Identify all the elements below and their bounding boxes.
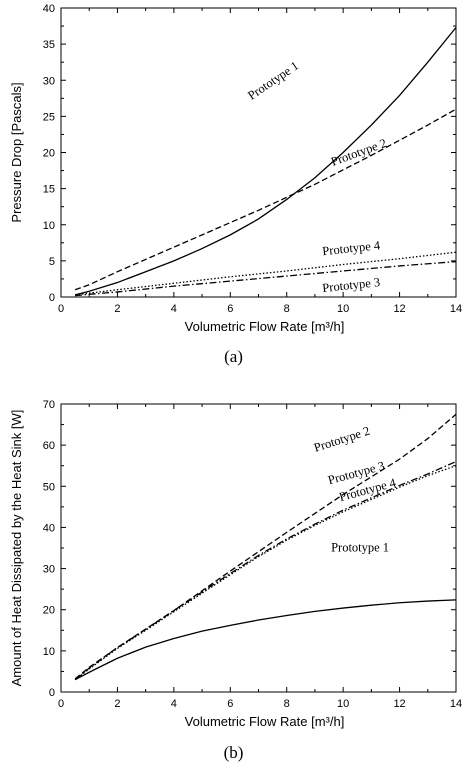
series-label-prototype-3: Prototype 3 — [322, 275, 381, 295]
series-line-prototype-1 — [74, 599, 457, 681]
y-tick-label: 15 — [43, 184, 55, 196]
y-tick-label: 35 — [43, 39, 55, 51]
y-tick-label: 20 — [43, 148, 55, 160]
series-label-prototype-1: Prototype 1 — [331, 540, 389, 554]
x-tick-label: 10 — [337, 303, 349, 315]
series-line-prototype-2 — [74, 108, 457, 291]
series-line-prototype-3 — [74, 461, 457, 681]
y-tick-label: 60 — [43, 440, 55, 452]
y-tick-label: 20 — [43, 605, 55, 617]
x-tick-label: 12 — [393, 303, 405, 315]
series-line-prototype-4 — [74, 465, 457, 681]
x-tick-label: 4 — [171, 698, 177, 710]
x-tick-label: 14 — [450, 698, 462, 710]
x-axis-label: Volumetric Flow Rate [m³/h] — [185, 319, 345, 334]
series-line-prototype-3 — [75, 260, 457, 297]
y-tick-label: 50 — [43, 481, 55, 493]
chart-panel-b: 0 2 4 6 8 10 12 14 0 10 20 30 40 50 60 70 Volumetric Flo… — [9, 399, 462, 762]
figure-caption: (a) — [224, 347, 243, 366]
plot-frame — [60, 403, 457, 693]
x-tick-label: 8 — [284, 698, 290, 710]
chart-panel-a: 0 2 4 6 8 10 12 14 0 5 10 15 20 25 30 35 40 Volumetric Fl… — [9, 3, 462, 366]
series-label-prototype-1: Prototype 1 — [245, 59, 301, 103]
x-tick-label: 0 — [58, 698, 64, 710]
y-axis-label: Amount of Heat Dissipated by the Heat Si… — [9, 410, 24, 687]
series-line-prototype-1 — [74, 27, 457, 296]
x-tick-label: 10 — [337, 698, 349, 710]
x-tick-label: 6 — [227, 698, 233, 710]
y-tick-label: 10 — [43, 220, 55, 232]
x-tick-label: 12 — [393, 698, 405, 710]
x-tick-label: 2 — [114, 698, 120, 710]
x-tick-label: 2 — [114, 303, 120, 315]
y-tick-label: 40 — [43, 522, 55, 534]
x-tick-label: 0 — [58, 303, 64, 315]
plot-frame — [60, 7, 457, 298]
figure-caption: (b) — [224, 743, 244, 762]
x-axis-label: Volumetric Flow Rate [m³/h] — [185, 714, 345, 729]
y-tick-label: 30 — [43, 75, 55, 87]
x-tick-label: 8 — [284, 303, 290, 315]
series-line-prototype-4 — [75, 251, 457, 296]
y-tick-label: 40 — [43, 3, 55, 15]
series-label-prototype-2: Prototype 2 — [329, 136, 388, 169]
y-tick-label: 25 — [43, 111, 55, 123]
y-tick-label: 70 — [43, 399, 55, 411]
series-label-prototype-4: Prototype 4 — [322, 238, 382, 258]
y-tick-label: 0 — [49, 292, 55, 304]
y-tick-label: 5 — [49, 256, 55, 268]
x-tick-label: 4 — [171, 303, 177, 315]
y-tick-label: 0 — [49, 687, 55, 699]
y-tick-label: 30 — [43, 564, 55, 576]
x-tick-label: 14 — [450, 303, 462, 315]
x-tick-label: 6 — [227, 303, 233, 315]
y-axis-label: Pressure Drop [Pascals] — [9, 82, 24, 222]
series-label-prototype-2: Prototype 2 — [312, 424, 371, 455]
y-tick-label: 10 — [43, 646, 55, 658]
